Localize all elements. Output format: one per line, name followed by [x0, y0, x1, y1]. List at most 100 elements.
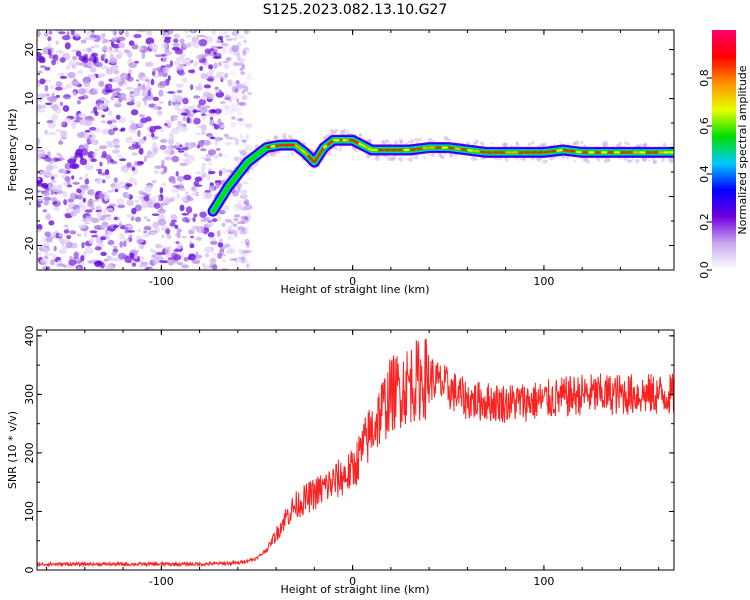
noise-blob	[84, 172, 89, 180]
noise-blob	[225, 95, 231, 101]
noise-blob	[214, 74, 221, 79]
noise-blob	[222, 63, 231, 70]
noise-blob	[155, 243, 163, 249]
noise-blob	[189, 240, 193, 244]
noise-blob	[238, 218, 246, 224]
ridge-halo-dot	[393, 140, 399, 145]
noise-blob	[235, 139, 239, 146]
noise-blob	[236, 56, 241, 61]
noise-blob	[197, 103, 201, 109]
noise-blob	[229, 103, 239, 108]
noise-blob	[43, 200, 49, 206]
noise-blob	[50, 179, 57, 184]
noise-blob	[242, 249, 252, 254]
ridge-core-dash	[329, 139, 334, 144]
noise-blob	[176, 95, 181, 99]
noise-blob	[236, 118, 243, 122]
noise-blob	[111, 91, 118, 97]
noise-blob	[246, 177, 253, 181]
noise-blob	[96, 211, 103, 219]
noise-blob	[204, 246, 213, 254]
noise-blob	[161, 234, 165, 239]
bottom-x-axis-label: Height of straight line (km)	[280, 583, 429, 596]
noise-blob	[37, 203, 42, 208]
noise-blob	[55, 40, 59, 45]
noise-blob	[170, 114, 179, 118]
bottom-y-tick-label: 100	[23, 501, 36, 522]
noise-blob	[135, 235, 142, 240]
bottom-y-tick-label: 300	[23, 384, 36, 405]
noise-blob	[55, 81, 63, 88]
noise-blob	[191, 260, 201, 264]
noise-blob	[222, 259, 226, 263]
noise-blob	[103, 258, 109, 262]
ridge-halo-dot	[542, 142, 547, 148]
noise-blob	[103, 209, 107, 214]
noise-blob	[116, 36, 126, 42]
noise-blob	[195, 251, 199, 256]
noise-blob	[223, 97, 230, 100]
noise-blob	[182, 77, 188, 83]
noise-blob	[167, 144, 175, 150]
noise-blob	[113, 224, 119, 229]
noise-blob	[65, 83, 72, 89]
noise-blob	[78, 62, 87, 66]
noise-blob	[167, 258, 175, 266]
ridge-halo-dot	[414, 155, 419, 160]
noise-blob	[233, 217, 239, 222]
noise-blob	[100, 33, 105, 39]
noise-blob	[190, 105, 196, 108]
noise-blob	[212, 252, 216, 256]
noise-blob	[113, 245, 118, 248]
noise-blob	[164, 30, 169, 33]
ridge-halo-dot	[443, 135, 449, 141]
noise-blob	[214, 137, 222, 142]
noise-blob	[221, 47, 226, 54]
noise-blob	[107, 190, 114, 193]
noise-blob	[136, 100, 141, 109]
noise-blob	[235, 158, 242, 163]
noise-blob	[241, 227, 246, 231]
noise-blob	[89, 230, 98, 234]
ridge-halo-dot	[431, 153, 435, 158]
noise-blob	[185, 34, 192, 38]
noise-blob	[130, 91, 134, 94]
noise-blob	[161, 159, 165, 167]
noise-blob	[110, 96, 115, 101]
noise-blob	[92, 152, 98, 158]
noise-blob	[50, 259, 55, 266]
noise-blob	[84, 221, 90, 225]
noise-blob	[128, 177, 136, 183]
noise-blob	[189, 243, 195, 249]
ridge-halo-dot	[342, 128, 348, 134]
bottom-x-tick-label: -100	[149, 575, 174, 588]
noise-blob	[95, 168, 103, 172]
top-y-tick-label: 10	[23, 92, 36, 106]
noise-blob	[205, 35, 214, 43]
ridge-halo-dot	[398, 156, 403, 162]
noise-blob	[149, 248, 154, 253]
noise-blob	[115, 114, 121, 120]
ridge-halo-dot	[382, 139, 387, 144]
bottom-y-axis-label: SNR (10 * v/v)	[6, 411, 19, 489]
ridge-halo-dot	[302, 142, 306, 145]
noise-blob	[105, 67, 114, 75]
ridge-core-dash	[316, 152, 322, 158]
noise-blob	[233, 36, 238, 42]
ridge-core-dash	[352, 139, 357, 143]
noise-blob	[236, 46, 240, 50]
noise-blob	[238, 58, 246, 62]
noise-blob	[164, 246, 171, 255]
noise-blob	[175, 241, 180, 244]
noise-blob	[44, 31, 49, 37]
noise-blob	[230, 37, 234, 41]
noise-blob	[143, 216, 148, 220]
noise-blob	[63, 93, 72, 100]
noise-blob	[222, 110, 230, 116]
noise-blob	[105, 140, 111, 143]
noise-blob	[201, 113, 207, 117]
noise-blob	[210, 70, 214, 77]
noise-blob	[44, 66, 51, 71]
noise-blob	[75, 207, 81, 214]
bottom-plot-frame	[36, 329, 675, 571]
